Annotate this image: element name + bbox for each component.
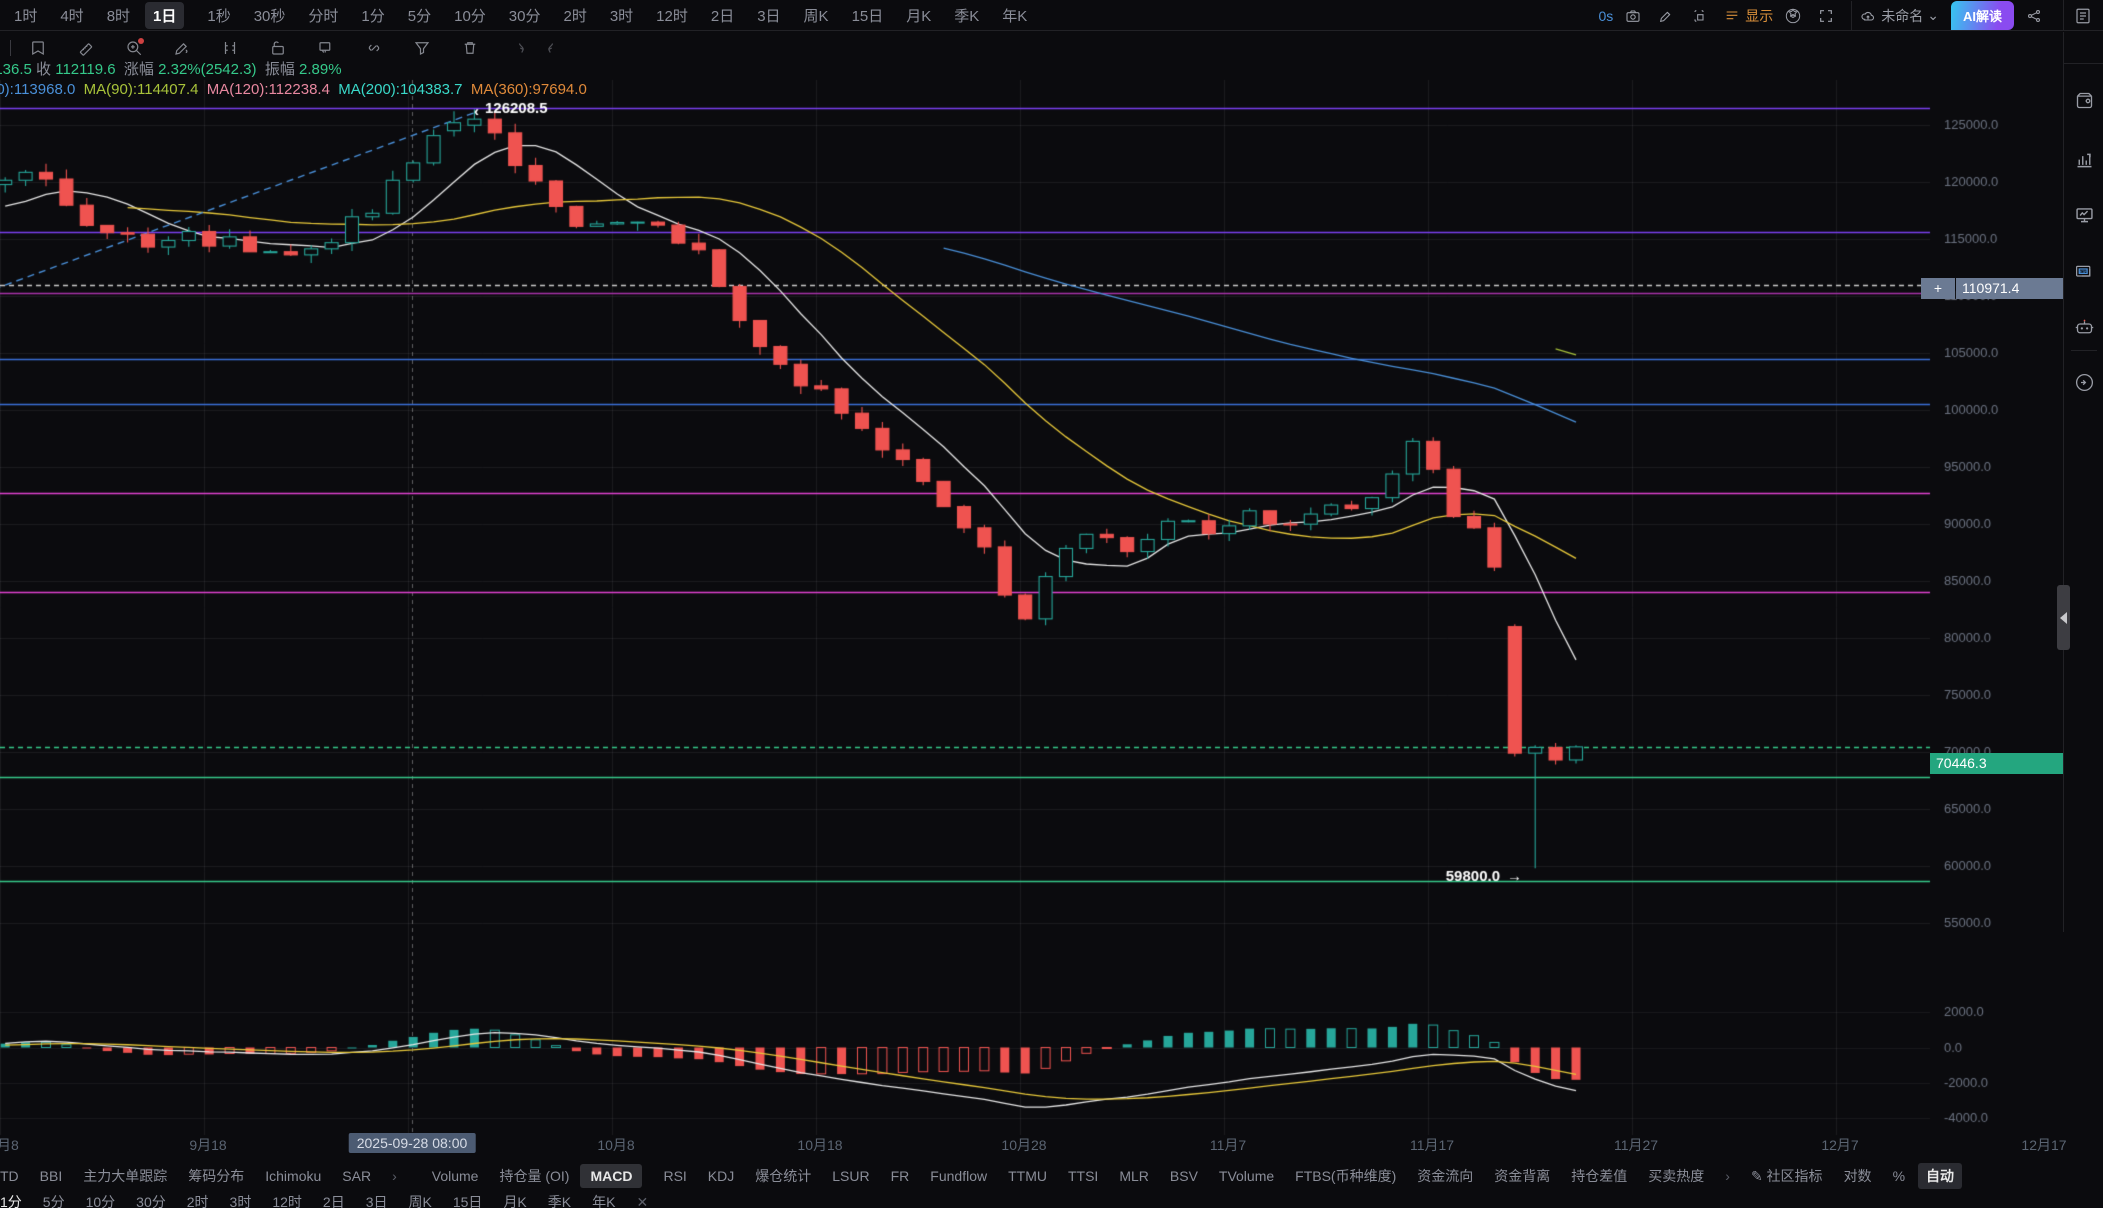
svg-text:ETF: ETF	[2079, 269, 2087, 273]
